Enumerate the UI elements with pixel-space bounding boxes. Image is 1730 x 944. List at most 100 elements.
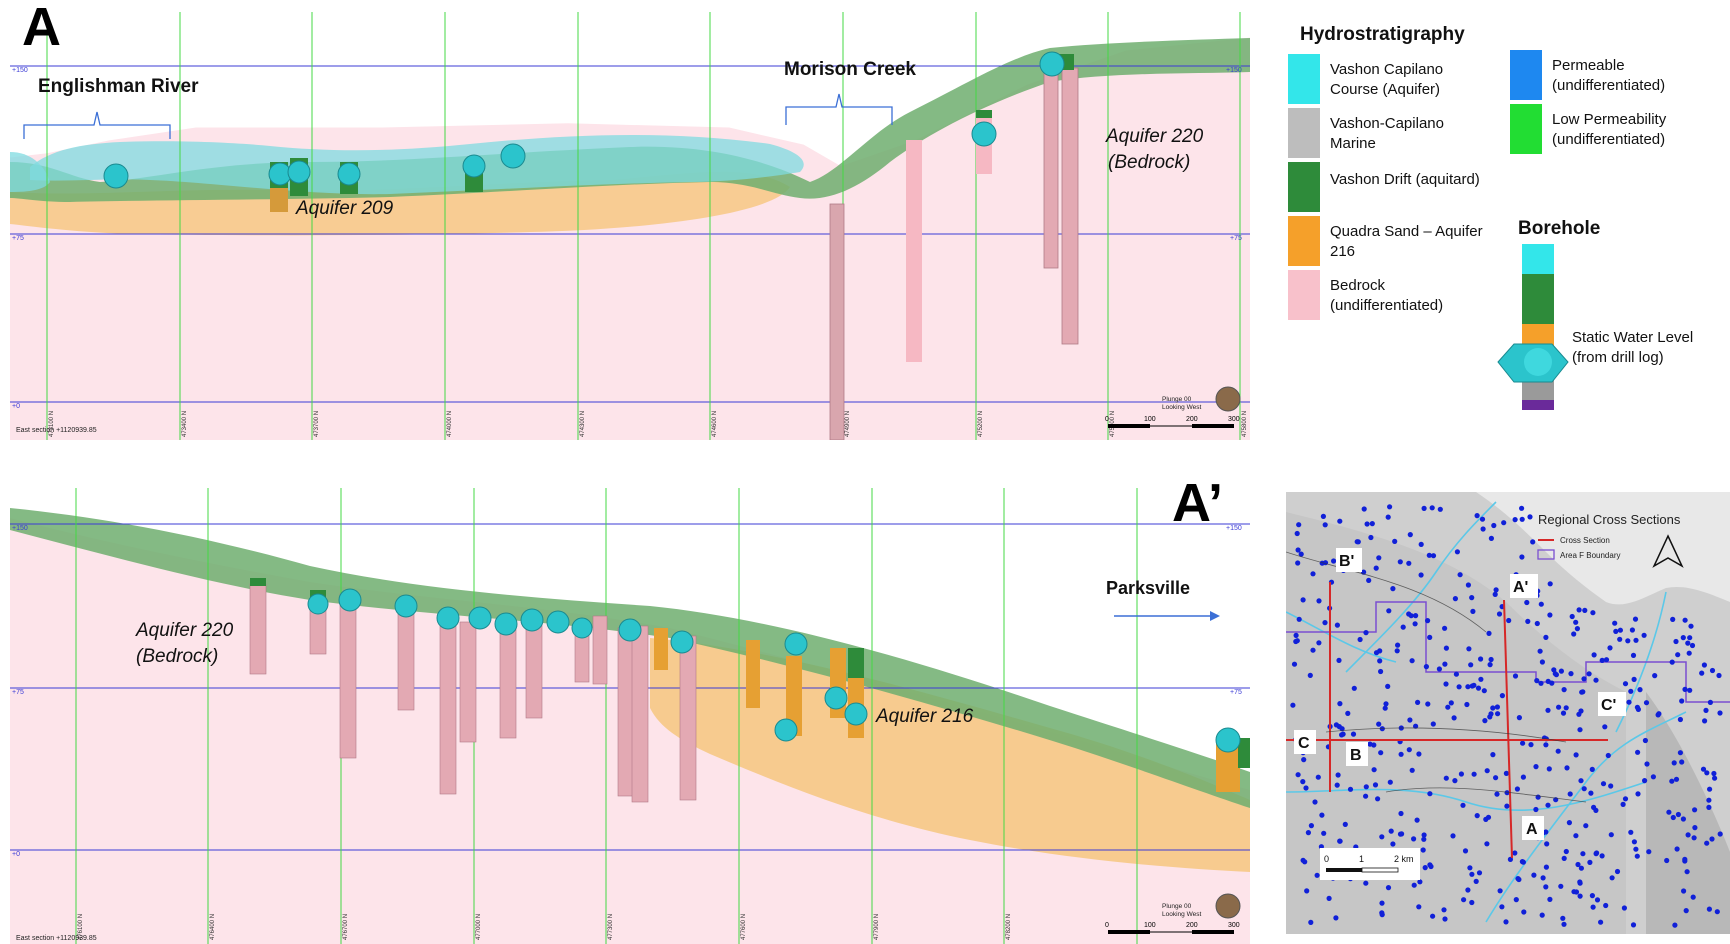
well-dot — [1379, 834, 1385, 840]
well-dot — [1673, 776, 1680, 782]
well-dot — [1445, 704, 1451, 710]
well-dot — [1546, 766, 1552, 772]
well-dot — [1465, 684, 1471, 690]
well-dot — [1417, 879, 1423, 885]
roads — [1286, 551, 1587, 803]
well-dot — [1357, 636, 1363, 643]
well-dot — [1469, 871, 1475, 877]
cross-section-a-prime: +150 +75 +0 +150 +75 476100 N 476400 N 4… — [10, 488, 1250, 944]
well-dot — [1702, 718, 1708, 724]
well-dot — [1504, 803, 1510, 809]
north-arrow-icon — [1652, 534, 1684, 568]
well-dot — [1337, 838, 1343, 844]
static-water-level-label: Static Water Level — [1572, 329, 1694, 346]
area-f-legend-swatch — [1537, 549, 1555, 560]
well-dot — [1495, 711, 1501, 717]
well-dot — [1473, 878, 1479, 884]
well-dot — [1450, 833, 1456, 839]
well-dot — [1307, 672, 1313, 678]
elev-label-75-prime: +75 — [12, 689, 24, 696]
well-dot — [1692, 825, 1698, 831]
well-dot — [1442, 916, 1448, 922]
legend-label-low-permeability: Low Permeability (undifferentiated) — [1552, 111, 1667, 148]
well-dot — [1642, 737, 1648, 744]
well-dot — [1700, 766, 1707, 772]
well-dot — [1576, 607, 1582, 613]
well-dot — [1387, 504, 1393, 510]
boreholes-a — [103, 51, 1079, 440]
well-dot — [1316, 640, 1322, 646]
svg-text:300: 300 — [1228, 922, 1240, 929]
well-dot — [1451, 715, 1457, 721]
well-dot — [1530, 539, 1536, 545]
well-dot — [1335, 772, 1341, 778]
well-dot — [1364, 521, 1370, 527]
well-dot — [1646, 849, 1652, 855]
svg-text:200: 200 — [1186, 416, 1198, 423]
legend-label-quadra-sand: Quadra Sand – Aquifer 216 — [1330, 223, 1483, 260]
svg-text:0: 0 — [1105, 416, 1109, 423]
static-water-level-sub: (from drill log) — [1572, 349, 1664, 366]
well-dot — [1326, 895, 1332, 901]
svg-text:478200 N: 478200 N — [1006, 914, 1012, 940]
well-dot — [1454, 549, 1460, 555]
well-dot — [1539, 659, 1545, 665]
well-dot — [1371, 767, 1377, 773]
well-dot — [1586, 671, 1592, 677]
well-dot — [1609, 875, 1615, 881]
well-dot — [1543, 634, 1549, 640]
well-dot — [1461, 897, 1467, 903]
well-dot — [1567, 791, 1573, 797]
swatch-vashon-capilano-marine — [1288, 108, 1320, 158]
plunge-label-prime: Plunge 00 — [1162, 903, 1192, 910]
well-dot — [1637, 687, 1643, 693]
well-dot — [1295, 772, 1301, 778]
well-dot — [1547, 896, 1553, 902]
well-dot — [1673, 638, 1679, 645]
well-dot — [1666, 809, 1672, 815]
svg-text:475500 N: 475500 N — [1110, 411, 1116, 437]
legend-label-capilano-course: Vashon Capilano Course (Aquifer) — [1330, 61, 1444, 98]
well-dot — [1462, 848, 1469, 854]
well-dot — [1425, 701, 1431, 707]
well-dot — [1302, 859, 1308, 865]
hydrostratigraphy-legend: Hydrostratigraphy Vashon Capilano Course… — [1282, 18, 1730, 438]
well-dot — [1603, 902, 1609, 909]
well-dot — [1714, 909, 1720, 915]
well-dot — [1322, 620, 1328, 626]
well-dot — [1376, 555, 1382, 561]
well-dot — [1468, 662, 1474, 668]
well-dot — [1533, 764, 1539, 770]
well-dot — [1395, 642, 1401, 648]
svg-text:200: 200 — [1186, 922, 1198, 929]
well-dot — [1298, 551, 1304, 557]
well-dot — [1385, 885, 1392, 891]
well-dot — [1703, 707, 1709, 713]
svg-text:300: 300 — [1228, 416, 1240, 423]
englishman-bracket — [23, 111, 171, 139]
well-dot — [1379, 912, 1385, 918]
well-dot — [1300, 597, 1306, 603]
well-dot — [1566, 820, 1572, 826]
well-dot — [1418, 572, 1424, 578]
regional-cross-section-map: B' A' C B C' A Regional Cross Sections C… — [1286, 492, 1730, 934]
well-dot — [1535, 794, 1541, 800]
scale-bar-a-prime: 0 100 200 300 — [1105, 922, 1240, 934]
well-dot — [1577, 880, 1583, 886]
well-dot — [1430, 721, 1436, 727]
well-dot — [1707, 699, 1713, 705]
well-dot — [1635, 706, 1641, 712]
map-scale-box — [1320, 848, 1420, 880]
well-dot — [1479, 516, 1486, 522]
well-dot — [1684, 869, 1690, 875]
well-dot — [1563, 705, 1569, 711]
well-dot — [1416, 904, 1422, 910]
well-dot — [1506, 617, 1512, 624]
well-dot — [1363, 793, 1369, 799]
well-dot — [1537, 648, 1543, 654]
svg-text:474600 N: 474600 N — [712, 411, 718, 437]
well-dot — [1685, 832, 1691, 838]
well-dot — [1291, 661, 1298, 667]
legend-label-bedrock: Bedrock (undifferentiated) — [1330, 277, 1444, 314]
parksville-arrow-icon — [1114, 611, 1220, 621]
